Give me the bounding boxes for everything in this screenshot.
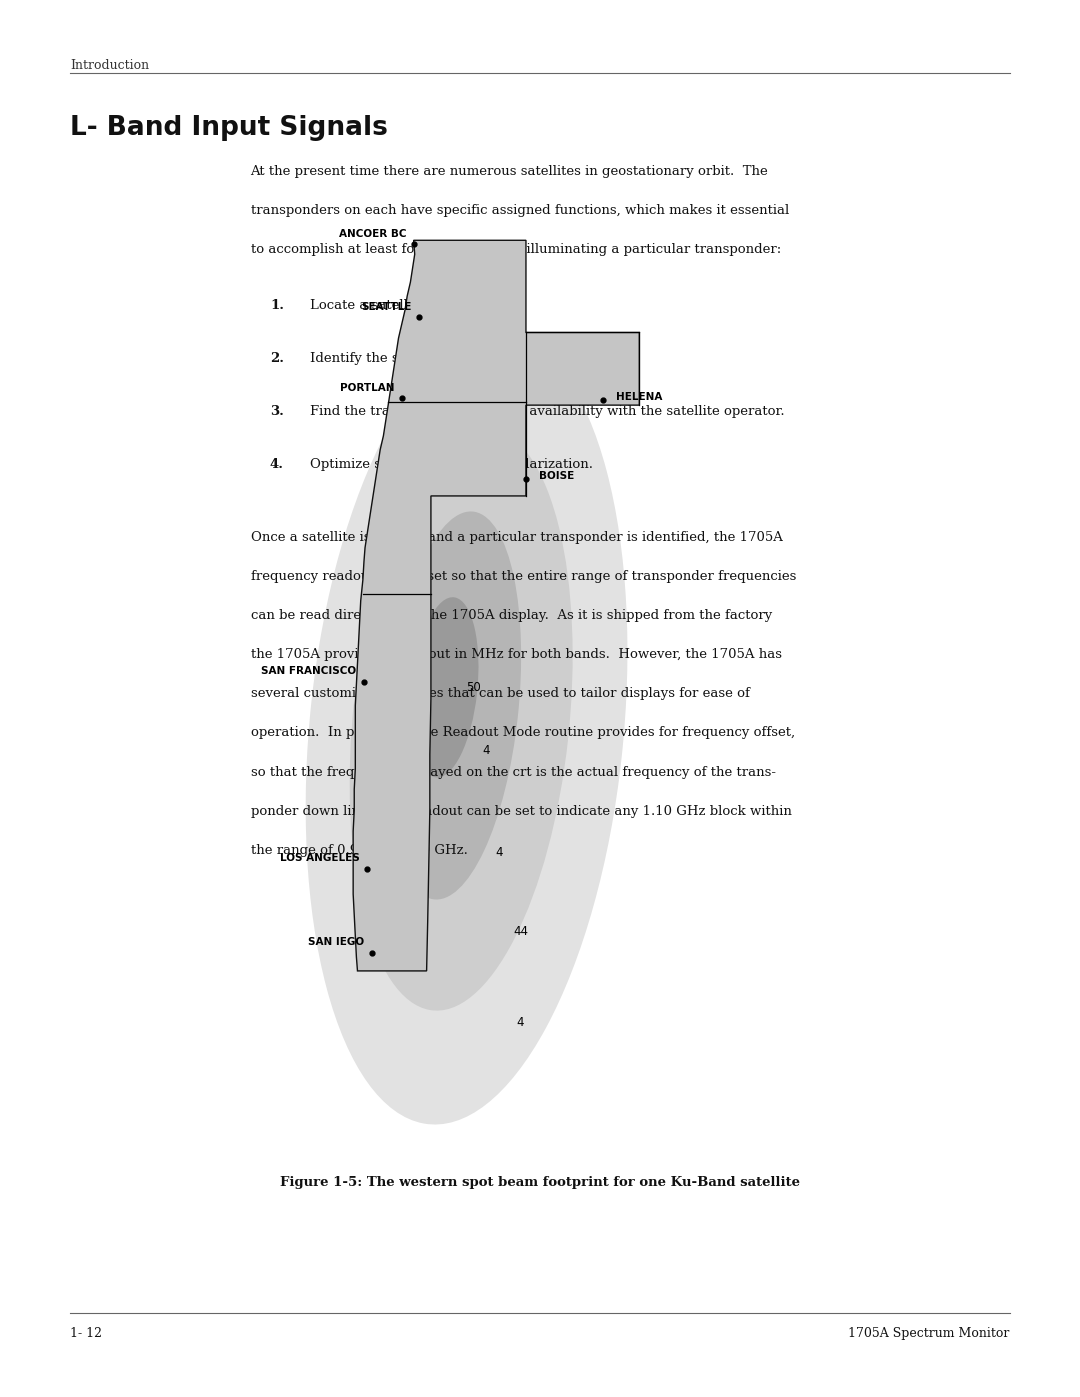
Text: Optimize signal strength and polarization.: Optimize signal strength and polarizatio… — [310, 458, 593, 471]
Text: 3.: 3. — [270, 405, 284, 418]
Ellipse shape — [350, 429, 572, 1010]
Text: 4: 4 — [483, 743, 489, 757]
Text: HELENA: HELENA — [616, 391, 662, 402]
Text: SEATTLE: SEATTLE — [361, 302, 411, 312]
Text: BOISE: BOISE — [539, 471, 575, 482]
Text: Figure 1-5: The western spot beam footprint for one Ku-Band satellite: Figure 1-5: The western spot beam footpr… — [280, 1176, 800, 1189]
Text: frequency readout can be set so that the entire range of transponder frequencies: frequency readout can be set so that the… — [251, 570, 796, 583]
Text: Identify the satellite.: Identify the satellite. — [310, 352, 449, 365]
Text: the range of 0.9 GHz to 20 GHz.: the range of 0.9 GHz to 20 GHz. — [251, 844, 468, 856]
Text: Once a satellite is located and a particular transponder is identified, the 1705: Once a satellite is located and a partic… — [251, 531, 782, 543]
Polygon shape — [353, 240, 639, 971]
Text: 1- 12: 1- 12 — [70, 1327, 103, 1340]
Text: 50: 50 — [465, 680, 481, 694]
Text: 44: 44 — [513, 925, 528, 939]
Text: Locate a satellite.: Locate a satellite. — [310, 299, 429, 312]
Ellipse shape — [306, 334, 627, 1125]
Text: transponders on each have specific assigned functions, which makes it essential: transponders on each have specific assig… — [251, 204, 788, 217]
Ellipse shape — [411, 597, 478, 778]
Text: 4: 4 — [496, 845, 502, 859]
Text: to accomplish at least four things before illuminating a particular transponder:: to accomplish at least four things befor… — [251, 243, 781, 256]
Text: Introduction: Introduction — [70, 59, 149, 71]
Text: 4.: 4. — [270, 458, 284, 471]
Text: SAN IEGO: SAN IEGO — [308, 937, 364, 947]
Text: At the present time there are numerous satellites in geostationary orbit.  The: At the present time there are numerous s… — [251, 165, 768, 177]
Text: can be read directly from the 1705A display.  As it is shipped from the factory: can be read directly from the 1705A disp… — [251, 609, 772, 622]
Text: SAN FRANCISCO: SAN FRANCISCO — [261, 666, 356, 676]
Text: PORTLAN: PORTLAN — [340, 383, 394, 393]
Ellipse shape — [386, 511, 522, 900]
Text: ponder down link.  The readout can be set to indicate any 1.10 GHz block within: ponder down link. The readout can be set… — [251, 805, 792, 817]
Text: Find the transponder and check availability with the satellite operator.: Find the transponder and check availabil… — [310, 405, 784, 418]
Text: several customizing routines that can be used to tailor displays for ease of: several customizing routines that can be… — [251, 687, 750, 700]
Text: so that the frequency displayed on the crt is the actual frequency of the trans-: so that the frequency displayed on the c… — [251, 766, 775, 778]
Text: ANCOER BC: ANCOER BC — [339, 229, 406, 239]
Text: 4: 4 — [517, 1016, 524, 1030]
Text: 2.: 2. — [270, 352, 284, 365]
Text: the 1705A provides a readout in MHz for both bands.  However, the 1705A has: the 1705A provides a readout in MHz for … — [251, 648, 782, 661]
Text: LOS ANGELES: LOS ANGELES — [280, 854, 360, 863]
Text: 1.: 1. — [270, 299, 284, 312]
Text: operation.  In particular the Readout Mode routine provides for frequency offset: operation. In particular the Readout Mod… — [251, 726, 795, 739]
Text: L- Band Input Signals: L- Band Input Signals — [70, 115, 388, 141]
Text: 1705A Spectrum Monitor: 1705A Spectrum Monitor — [849, 1327, 1010, 1340]
